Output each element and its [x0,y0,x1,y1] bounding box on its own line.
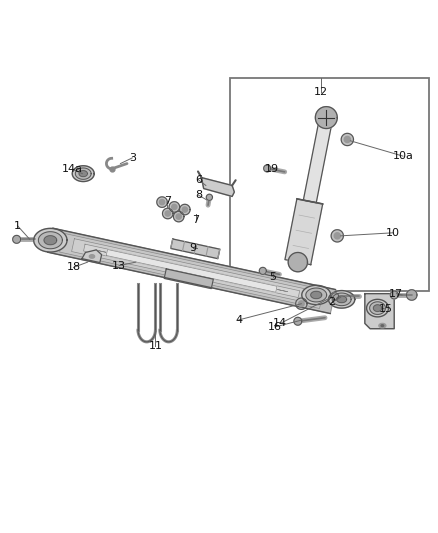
Polygon shape [39,232,62,249]
Polygon shape [13,236,21,243]
Polygon shape [106,249,277,292]
Text: 14: 14 [273,318,287,328]
Polygon shape [334,233,340,239]
Polygon shape [173,211,184,222]
Text: 14a: 14a [62,164,83,174]
Polygon shape [374,305,381,311]
Polygon shape [182,207,187,212]
Polygon shape [304,116,333,203]
Polygon shape [344,136,350,142]
Polygon shape [84,244,300,297]
Text: 11: 11 [148,341,162,351]
Polygon shape [264,165,271,172]
Polygon shape [288,253,307,272]
Ellipse shape [381,325,384,327]
Text: 3: 3 [129,153,136,163]
Polygon shape [332,293,339,300]
Polygon shape [157,197,167,207]
Ellipse shape [89,255,95,258]
Ellipse shape [379,324,386,328]
Polygon shape [328,290,355,308]
Polygon shape [331,230,343,242]
Text: 10a: 10a [392,151,413,161]
Text: 19: 19 [265,164,279,174]
Polygon shape [285,199,323,265]
Text: 13: 13 [112,261,126,271]
Polygon shape [341,133,353,146]
Polygon shape [365,294,394,329]
Polygon shape [294,317,302,325]
Polygon shape [306,288,327,302]
Polygon shape [201,177,234,197]
Polygon shape [72,166,94,182]
Text: 17: 17 [389,289,403,298]
Polygon shape [180,204,190,215]
Polygon shape [165,211,170,216]
Polygon shape [159,199,165,205]
Polygon shape [79,171,87,176]
Polygon shape [332,293,351,305]
Polygon shape [259,268,266,274]
Polygon shape [71,239,312,303]
Text: 4: 4 [235,315,242,325]
Text: 18: 18 [67,262,81,272]
Polygon shape [406,290,417,300]
Polygon shape [315,107,337,128]
Text: 9: 9 [189,243,196,253]
Text: 1: 1 [14,221,21,231]
Text: 6: 6 [195,175,202,185]
Text: 7: 7 [192,215,199,224]
Text: 8: 8 [195,190,202,200]
Polygon shape [164,269,213,288]
Polygon shape [34,229,67,252]
Polygon shape [82,250,102,263]
Polygon shape [60,233,324,309]
Bar [230,78,429,290]
Polygon shape [48,228,336,313]
Polygon shape [299,301,304,306]
Text: 12: 12 [314,87,328,97]
Text: 7: 7 [164,196,171,206]
Text: 2: 2 [328,297,336,308]
Polygon shape [176,214,181,219]
Polygon shape [370,302,385,314]
Text: 16: 16 [268,322,282,332]
Polygon shape [390,291,398,299]
Polygon shape [171,239,220,259]
Polygon shape [172,204,177,209]
Text: 5: 5 [269,272,276,282]
Polygon shape [169,201,180,212]
Polygon shape [162,208,173,219]
Text: 10: 10 [386,228,400,238]
Polygon shape [367,300,389,317]
Polygon shape [302,285,331,304]
Polygon shape [337,296,346,303]
Polygon shape [206,194,212,200]
Text: 15: 15 [378,304,392,314]
Polygon shape [95,250,288,292]
Polygon shape [44,236,57,245]
Polygon shape [296,298,307,310]
Polygon shape [311,292,322,298]
Polygon shape [75,168,91,179]
